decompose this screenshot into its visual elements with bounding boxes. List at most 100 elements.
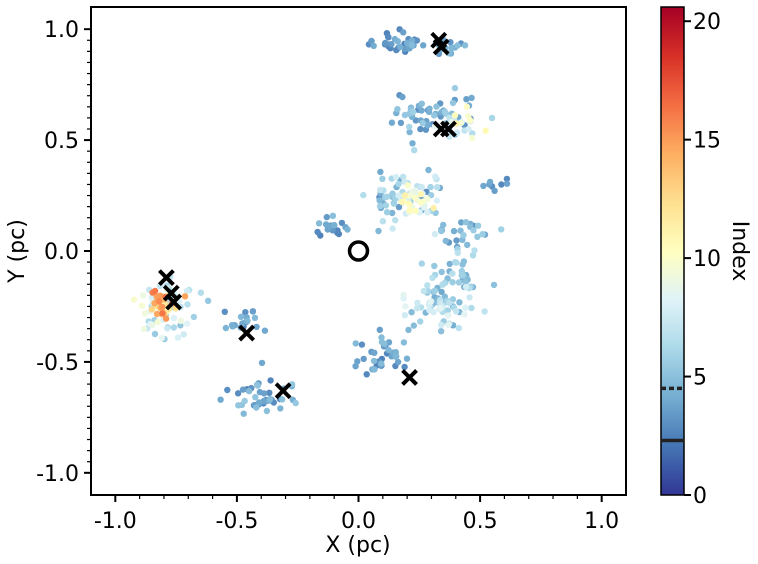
colorbar-markers [661, 386, 684, 443]
scatter-point [240, 410, 247, 417]
scatter-point [479, 231, 486, 238]
colorbar-tick-label: 5 [693, 366, 707, 391]
scatter-point [403, 355, 411, 362]
scatter-point [395, 192, 402, 199]
scatter-point [463, 103, 470, 111]
scatter-point [382, 202, 390, 209]
scatter-point [253, 323, 260, 331]
scatter-point [431, 230, 439, 238]
scatter-point [406, 128, 413, 136]
scatter-point [158, 334, 166, 342]
scatter-point [461, 311, 468, 318]
scatter-point [448, 44, 455, 52]
scatter-point [354, 358, 361, 365]
scatter-point [459, 261, 466, 268]
scatter-point [394, 358, 402, 366]
scatter-point [401, 192, 409, 199]
scatter-point [449, 270, 456, 277]
scatter-point [438, 288, 445, 296]
scatter-point [402, 303, 409, 310]
scatter-point [468, 304, 475, 312]
x-axis: -1.0 -0.5 0.0 0.5 1.0 [94, 495, 619, 534]
scatter-point [170, 324, 178, 331]
scatter-point [252, 394, 259, 401]
scatter-point [431, 262, 438, 270]
scatter-point [427, 183, 434, 191]
scatter-point [370, 357, 378, 365]
scatter-point [397, 119, 405, 127]
x-tick-label: 0.0 [341, 509, 376, 534]
scatter-point [408, 41, 416, 49]
scatter-point [453, 308, 460, 315]
scatter-point [397, 43, 404, 51]
scatter-point [451, 112, 459, 119]
scatter-point [424, 209, 431, 216]
scatter-point [426, 105, 433, 112]
scatter-point [245, 387, 253, 395]
scatter-point [153, 310, 161, 318]
scatter-point [344, 226, 351, 233]
scatter-point [138, 302, 146, 309]
scatter-point [392, 174, 400, 181]
scatter-point [251, 314, 259, 321]
scatter-point [376, 197, 383, 204]
scatter-point [322, 221, 330, 228]
scatter-point [392, 353, 399, 360]
scatter-point [457, 227, 464, 234]
scatter-point [446, 299, 453, 307]
scatter-point [204, 297, 212, 304]
scatter-point [454, 249, 461, 256]
x-tick-label: 0.5 [463, 509, 498, 534]
scatter-point [159, 303, 166, 311]
scatter-point [411, 194, 419, 201]
scatter-point [408, 309, 415, 316]
scatter-point [385, 34, 392, 41]
scatter-point [389, 209, 396, 217]
scatter-point [279, 396, 286, 403]
scatter-point [438, 321, 445, 329]
scatter-point [420, 287, 427, 295]
scatter-point [170, 314, 178, 322]
scatter-point [469, 130, 476, 137]
scatter-point [190, 313, 198, 321]
scatter-point [468, 94, 475, 102]
scatter-point [388, 119, 396, 126]
scatter-point [409, 140, 416, 147]
scatter-point [398, 198, 406, 206]
data-points [130, 26, 511, 417]
scatter-point [404, 182, 412, 189]
scatter-point [376, 203, 384, 210]
scatter-point [481, 308, 488, 315]
scatter-point [375, 227, 382, 235]
scatter-point [449, 279, 456, 286]
scatter-point [256, 388, 264, 396]
scatter-point [151, 300, 158, 307]
scatter-point [438, 227, 445, 235]
scatter-point [459, 272, 466, 279]
scatter-point [417, 318, 424, 325]
scatter-point [277, 405, 284, 412]
scatter-point [385, 346, 392, 354]
scatter-point [425, 166, 432, 174]
scatter-point [430, 308, 437, 316]
scatter-point [151, 287, 159, 295]
scatter-point [370, 42, 377, 50]
cross-marker [165, 293, 183, 311]
scatter-point [462, 219, 470, 226]
x-tick-label: -0.5 [215, 509, 258, 534]
scatter-point [410, 108, 417, 116]
scatter-point [156, 298, 163, 305]
scatter-point [323, 213, 330, 221]
scatter-point [331, 221, 338, 229]
scatter-point [400, 291, 407, 298]
scatter-point [464, 241, 471, 249]
scatter-point [424, 282, 431, 289]
scatter-point [235, 402, 242, 409]
center-circle-marker [347, 240, 370, 262]
scatter-point [465, 125, 472, 133]
scatter-point [266, 389, 273, 396]
y-tick-label: -0.5 [36, 351, 79, 376]
scatter-point [388, 40, 395, 48]
scatter-point [418, 100, 425, 107]
